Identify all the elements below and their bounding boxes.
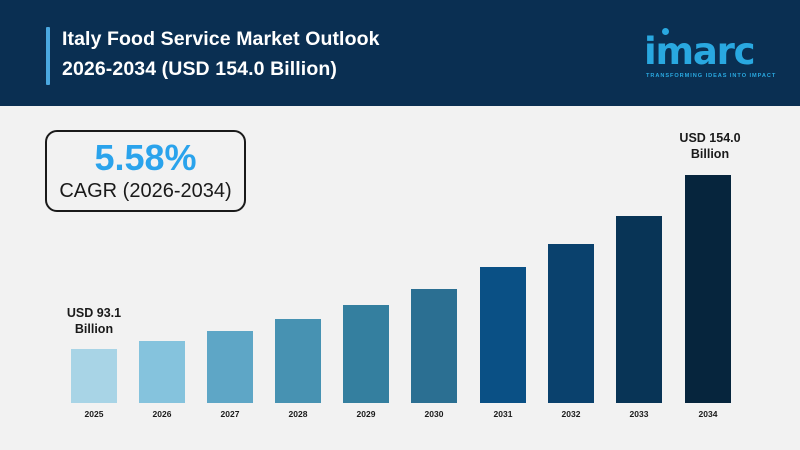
bar-2027 (207, 331, 253, 403)
cagr-label: CAGR (2026-2034) (59, 180, 232, 202)
x-axis-label-2034: 2034 (698, 409, 718, 419)
header-banner: Italy Food Service Market Outlook 2026-2… (0, 0, 800, 106)
title-line-1: Italy Food Service Market Outlook (62, 28, 380, 50)
x-axis-label-2030: 2030 (424, 409, 444, 419)
bar-2026 (139, 341, 185, 403)
first-bar-value-label: USD 93.1 Billion (45, 305, 143, 337)
first-bar-value-line2: Billion (74, 322, 114, 336)
bar-2031 (480, 267, 526, 403)
first-bar-value-line1: USD 93.1 (66, 306, 122, 320)
bar-2032 (548, 244, 594, 403)
x-axis-label-2025: 2025 (84, 409, 104, 419)
logo-wordmark: imarc (644, 30, 756, 73)
title-accent-bar (46, 27, 50, 85)
x-axis-label-2026: 2026 (152, 409, 172, 419)
bar-2034 (685, 175, 731, 403)
last-bar-value-label: USD 154.0 Billion (660, 130, 760, 162)
imarc-logo[interactable]: imarc TRANSFORMING IDEAS INTO IMPACT (644, 28, 776, 80)
last-bar-value-line2: Billion (690, 147, 730, 161)
x-axis-label-2033: 2033 (629, 409, 649, 419)
x-axis-label-2027: 2027 (220, 409, 240, 419)
logo-dot-icon (662, 28, 669, 35)
bar-2028 (275, 319, 321, 403)
logo-tagline: TRANSFORMING IDEAS INTO IMPACT (646, 73, 777, 79)
bar-2030 (411, 289, 457, 403)
bar-2033 (616, 216, 662, 403)
bar-2025 (71, 349, 117, 403)
bar-2029 (343, 305, 389, 403)
cagr-callout-box: 5.58% CAGR (2026-2034) (45, 130, 246, 212)
x-axis-label-2031: 2031 (493, 409, 513, 419)
last-bar-value-line1: USD 154.0 (679, 131, 741, 145)
page-title: Italy Food Service Market Outlook 2026-2… (62, 24, 582, 84)
cagr-value: 5.58% (94, 137, 197, 178)
x-axis-label-2029: 2029 (356, 409, 376, 419)
x-axis-label-2032: 2032 (561, 409, 581, 419)
title-line-2: 2026-2034 (USD 154.0 Billion) (62, 58, 337, 80)
x-axis-label-2028: 2028 (288, 409, 308, 419)
header-content: Italy Food Service Market Outlook 2026-2… (0, 0, 800, 106)
